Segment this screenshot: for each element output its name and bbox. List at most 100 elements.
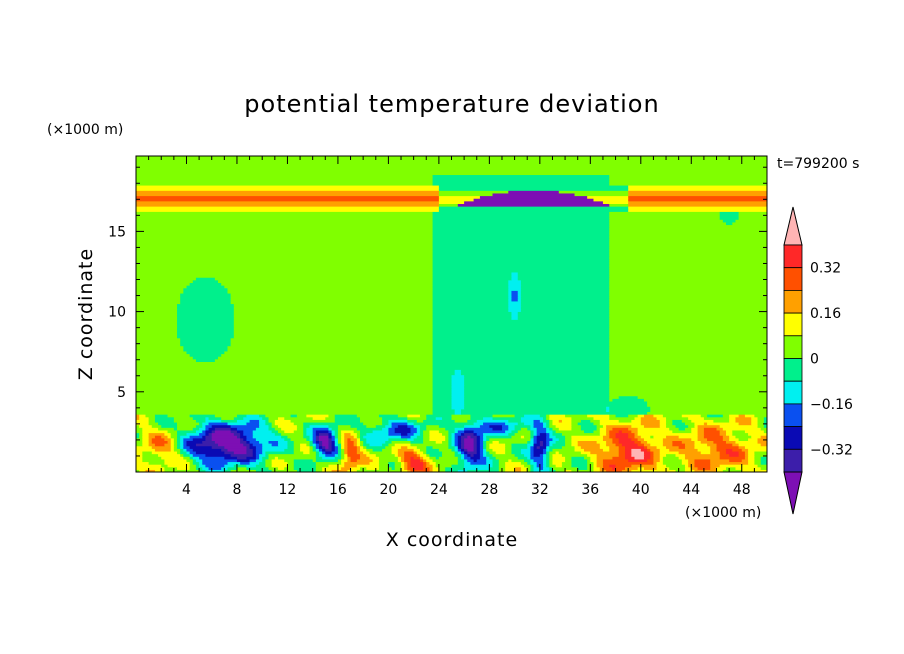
field-cell	[486, 445, 490, 449]
field-cell	[236, 466, 248, 470]
field-cell	[419, 424, 427, 428]
field-cell	[426, 445, 434, 449]
field-cell	[628, 200, 767, 204]
field-cell	[221, 448, 229, 452]
field-cell	[255, 445, 263, 449]
field-cell	[757, 416, 765, 420]
field-cell	[732, 443, 740, 447]
field-cell	[520, 461, 528, 465]
field-cell	[243, 429, 254, 434]
field-cell	[732, 448, 743, 452]
field-cell	[423, 435, 431, 439]
field-cell	[517, 277, 610, 281]
field-cell	[315, 443, 320, 447]
field-cell	[136, 250, 434, 255]
field-cell	[643, 450, 651, 455]
field-cell	[136, 208, 440, 212]
field-cell	[438, 195, 481, 199]
field-cell	[760, 456, 767, 460]
field-cell	[643, 445, 648, 449]
field-cell	[546, 440, 550, 444]
field-cell	[186, 450, 191, 455]
field-cell	[543, 421, 547, 426]
field-cell	[432, 306, 509, 310]
field-cell	[643, 424, 661, 428]
field-cell	[637, 437, 645, 441]
field-cell	[363, 445, 367, 449]
field-cell	[476, 448, 481, 452]
x-tick-label: 8	[232, 482, 241, 498]
field-cell	[315, 432, 320, 436]
field-cell	[606, 424, 632, 428]
field-cell	[432, 271, 513, 276]
field-cell	[154, 435, 162, 439]
field-cell	[722, 469, 743, 472]
field-cell	[246, 440, 251, 444]
field-cell	[249, 461, 260, 465]
field-cell	[464, 379, 610, 384]
field-cell	[694, 469, 718, 472]
field-cell	[744, 453, 749, 457]
field-cell	[539, 419, 544, 423]
field-cell	[195, 419, 207, 423]
field-cell	[246, 421, 260, 426]
field-cell	[643, 414, 655, 418]
field-cell	[533, 443, 541, 447]
field-cell	[136, 469, 140, 472]
field-cell	[265, 461, 273, 465]
field-cell	[451, 400, 465, 405]
field-cell	[650, 435, 655, 439]
field-cell	[464, 200, 604, 204]
field-cell	[136, 282, 191, 286]
field-cell	[195, 450, 225, 455]
field-cell	[136, 406, 434, 410]
field-cell	[277, 429, 285, 434]
field-cell	[432, 279, 509, 283]
field-cell	[177, 319, 235, 323]
field-cell	[662, 461, 683, 465]
field-cell	[552, 456, 566, 460]
field-cell	[252, 429, 273, 434]
field-cell	[136, 311, 178, 315]
field-cell	[505, 421, 519, 426]
field-cell	[672, 421, 686, 426]
field-cell	[268, 440, 279, 444]
field-cell	[205, 453, 232, 457]
field-cell	[337, 427, 358, 431]
field-cell	[303, 432, 307, 436]
field-cell	[407, 414, 421, 418]
field-cell	[511, 298, 519, 302]
field-cell	[136, 187, 440, 191]
field-cell	[527, 445, 531, 449]
field-cell	[360, 419, 383, 423]
field-cell	[136, 450, 143, 455]
x-axis-units: (×1000 m)	[685, 505, 761, 521]
field-cell	[315, 466, 323, 470]
field-cell	[464, 393, 610, 397]
field-cell	[454, 371, 462, 376]
field-cell	[177, 324, 235, 328]
field-cell	[293, 466, 317, 470]
field-cell	[520, 306, 610, 310]
field-cell	[543, 464, 547, 468]
field-cell	[707, 437, 724, 441]
field-cell	[486, 450, 490, 455]
field-cell	[259, 453, 266, 457]
field-cell	[344, 456, 348, 460]
field-cell	[388, 429, 396, 434]
field-cell	[154, 419, 175, 423]
field-cell	[738, 437, 749, 441]
field-cell	[167, 429, 178, 434]
field-cell	[350, 424, 367, 428]
field-cell	[703, 416, 730, 420]
field-cell	[533, 453, 541, 457]
field-cell	[180, 443, 184, 447]
field-cell	[177, 306, 235, 310]
field-cell	[183, 290, 229, 294]
field-cell	[331, 448, 336, 452]
field-cell	[277, 440, 289, 444]
field-cell	[341, 458, 348, 463]
field-cell	[609, 393, 767, 397]
field-cell	[505, 448, 513, 452]
field-cell	[609, 232, 767, 236]
